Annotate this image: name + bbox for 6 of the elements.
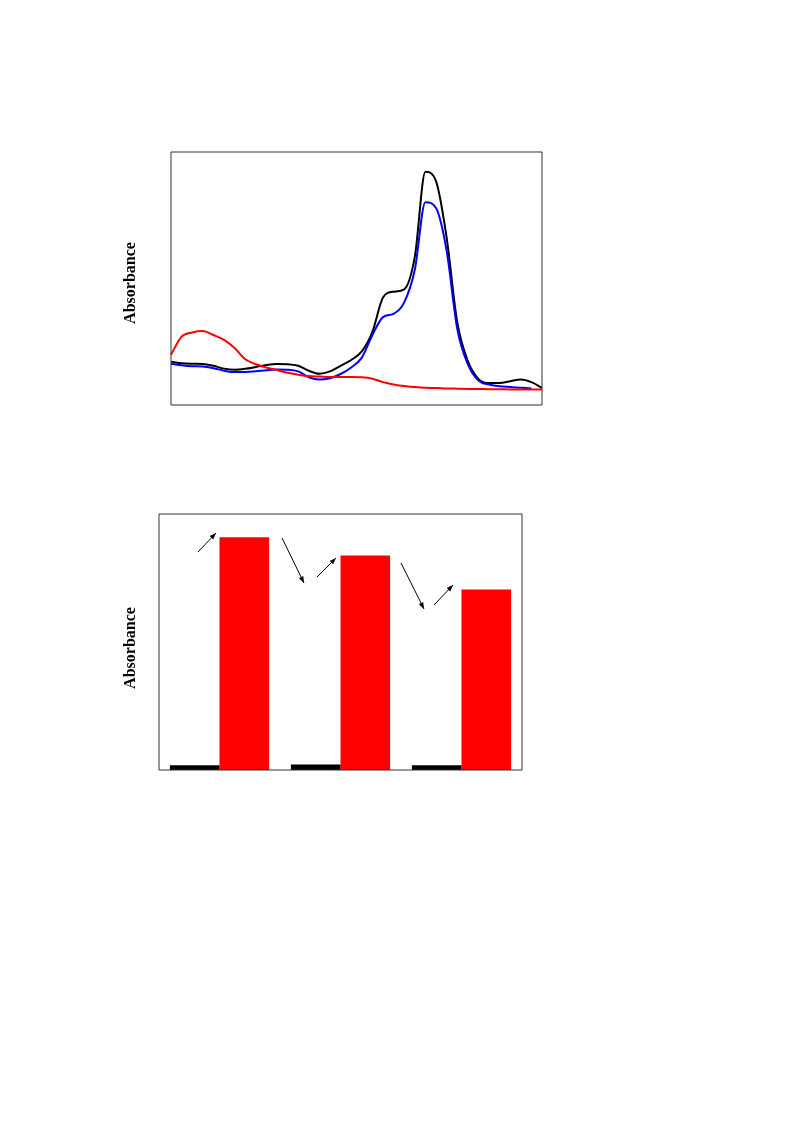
y-axis-title: Absorbance — [121, 606, 139, 689]
bar — [219, 537, 270, 770]
bar — [461, 589, 512, 770]
bar — [290, 764, 341, 770]
y-axis-title: Absorbance — [121, 241, 139, 324]
bar — [340, 555, 391, 770]
